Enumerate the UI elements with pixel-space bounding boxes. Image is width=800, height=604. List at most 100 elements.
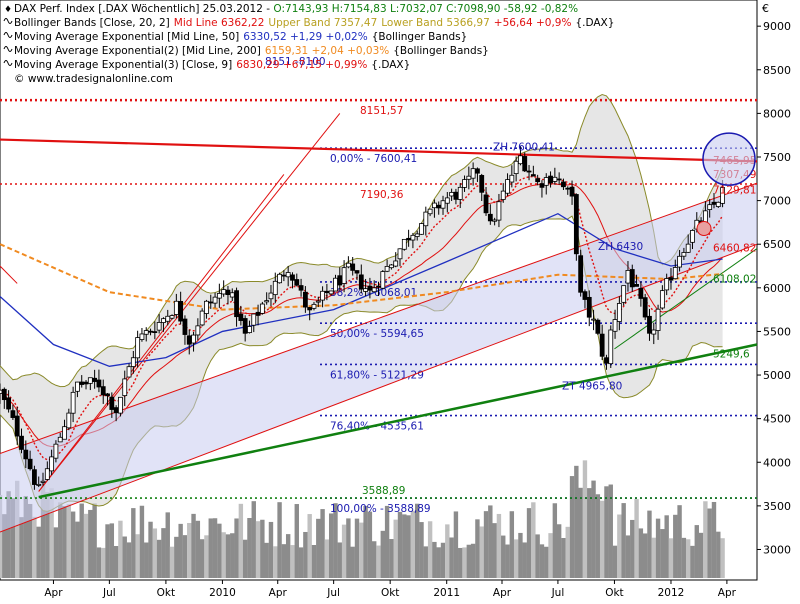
legend-line-4: Moving Average Exponential(2) [Mid Line,… [14,45,489,57]
volume-bar [126,542,132,578]
candle-body [328,290,334,295]
moving-average-series [0,175,724,461]
volume-bar [410,510,416,578]
candle-body [204,300,209,314]
volume-bar [389,539,394,578]
candle-body [36,483,42,486]
x-tick-label: 2010 [209,587,236,599]
volume-bar [561,538,566,578]
level-label: 50,00% - 5594,65 [330,328,424,340]
candle-body [475,168,480,174]
volume-bar [285,534,291,578]
volume-bar [707,508,712,578]
volume-bar [152,528,158,578]
candle-body [75,381,80,392]
candle-body [595,319,601,334]
volume-bar [27,503,33,578]
candle-body [156,322,162,331]
candle-body [414,233,420,237]
volume-bar [49,488,54,578]
candle-body [681,252,687,257]
candle-body [324,290,330,294]
candle-body [470,168,476,179]
candle-body [668,277,674,281]
volume-bar [526,508,532,578]
candle-body [552,176,558,182]
candle-body [410,234,416,241]
candle-body [161,318,166,323]
volume-bar [109,523,115,578]
volume-bar [552,503,558,578]
volume-bar [316,518,321,578]
y-tick-label: 8500 [763,64,791,77]
x-tick-label: Apr [269,587,288,599]
candle-body [427,208,433,215]
candle-body [522,156,528,172]
volume-bar [148,521,153,578]
y-tick-label: 3500 [763,500,791,513]
candle-body [148,330,153,333]
candle-body [625,270,631,284]
volume-bar [470,543,476,578]
volume-bar [677,505,682,578]
candle-body [186,335,192,345]
volume-bar [131,508,136,578]
candle-body [350,263,356,271]
candle-body [664,278,670,291]
candle-body [440,200,446,209]
volume-bar [604,486,609,578]
candle-body [436,204,442,209]
volume-bar [591,480,596,578]
volume-bar [698,532,704,578]
volume-bar [290,545,295,578]
candle-body [225,289,231,296]
volume-bar [367,511,373,578]
candle-body [216,293,222,299]
volume-bar [475,519,480,578]
volume-bar [453,511,459,578]
legend-icon-price: ♦ [4,5,12,15]
volume-bar [320,509,325,578]
volume-bar [595,494,601,578]
volume-bar [371,541,377,578]
candle-body [337,275,343,286]
candle-body [264,300,270,303]
y-tick-label: 6000 [763,282,791,295]
y-axis: 3000 3500 4000 4500 5000 5500 6000 6500 7000 7500… [757,20,791,556]
candle-body [397,248,403,260]
volume-bar [79,503,84,578]
candle-body [548,175,553,184]
candle-body [629,269,635,288]
y-tick-label: 3000 [763,543,791,556]
volume-bar [539,544,545,578]
ema50-line [0,212,723,367]
candle-body [487,213,493,222]
volume-bar [440,542,446,578]
candle-body [634,284,639,287]
legend-icon-ema9 [3,60,13,66]
volume-bar [350,546,355,578]
volume-bar [625,535,631,578]
x-tick-label: Jul [326,587,340,599]
volume-bar [268,521,274,578]
volume-bar [402,514,407,578]
volume-bar [445,524,450,578]
volume-bar [535,534,540,578]
legend-line-2: Bollinger Bands [Close, 20, 2] Mid Line 6… [14,17,614,29]
volume-bar [238,503,244,578]
x-tick-label: Jul [551,587,565,599]
candle-body [569,186,575,197]
candle-body [19,435,24,450]
volume-bar [230,533,235,578]
candle-body [720,187,725,204]
candle-body [363,288,368,292]
volume-bar [720,538,725,578]
candle-body [152,331,158,334]
volume-bar [660,529,665,578]
candle-body [14,415,20,437]
y-tick-label: 5000 [763,369,791,382]
candle-body [79,381,85,385]
volume-bar [380,530,386,578]
volume-bar [466,544,472,578]
candle-body [10,410,16,418]
